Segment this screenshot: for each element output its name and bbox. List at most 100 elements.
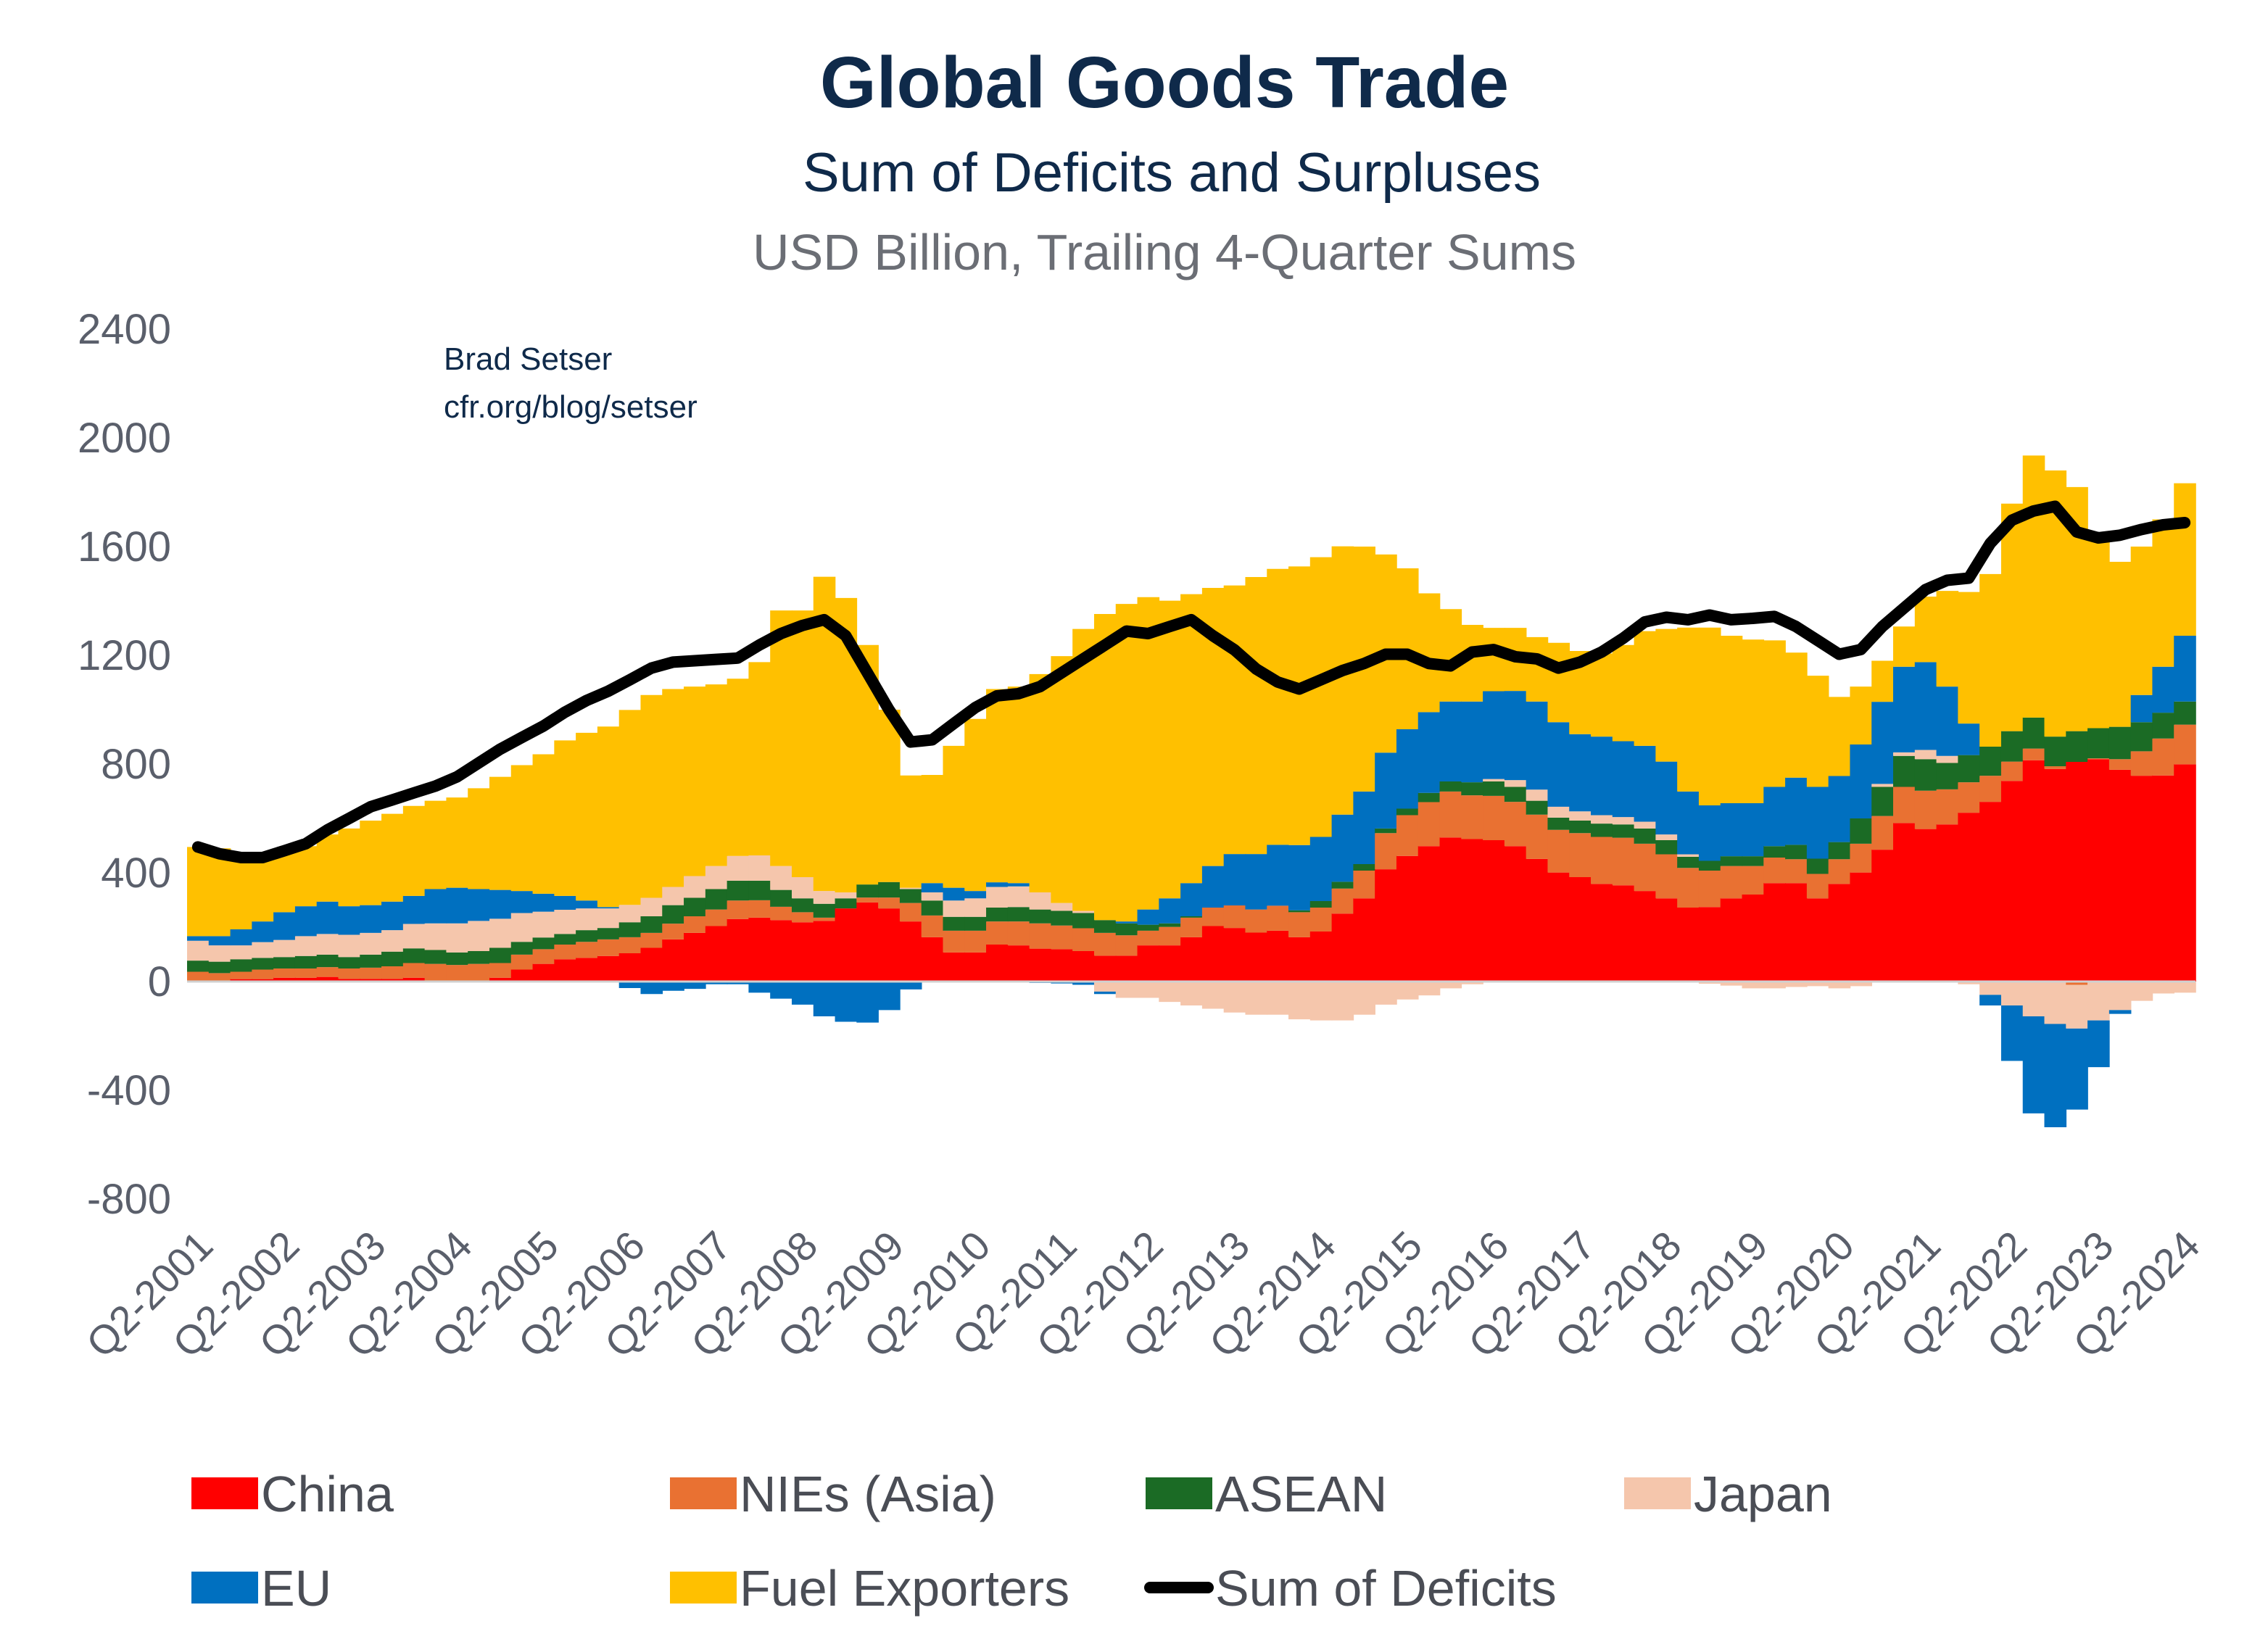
y-tick-label: 2000 [78, 415, 171, 462]
bar-nies-asia [1914, 790, 1937, 829]
bar-nies-asia [468, 963, 490, 981]
bar-asean [1439, 781, 1462, 792]
bar-eu [986, 882, 1009, 887]
bar-nies-asia [1201, 908, 1225, 926]
bar-asean [1634, 828, 1657, 844]
bar-eu [316, 901, 339, 934]
bar-japan [1914, 750, 1937, 760]
bar-eu [1612, 741, 1635, 818]
bar-eu [1072, 982, 1095, 985]
bar-china [835, 908, 858, 982]
bar-japan [1634, 821, 1657, 829]
bar-eu [273, 912, 296, 940]
bar-japan [597, 908, 620, 929]
bar-japan [489, 918, 512, 948]
bar-nies-asia [1979, 776, 2002, 802]
bar-china [360, 979, 382, 982]
bar-asean [1051, 910, 1073, 926]
bar-eu [943, 887, 966, 901]
bar-china [1201, 926, 1225, 982]
bar-china [943, 952, 966, 982]
bar-china [705, 926, 728, 982]
bar-japan [424, 923, 447, 950]
bar-eu [1806, 787, 1829, 859]
bar-japan [1785, 982, 1808, 987]
bar-asean [640, 916, 663, 933]
bar-fuel-exporters [1007, 686, 1030, 884]
bar-china [1396, 855, 1419, 982]
bar-nies-asia [748, 900, 771, 918]
legend-label-japan: Japan [1694, 1466, 1832, 1522]
bar-asean [510, 942, 534, 955]
bar-asean [576, 930, 598, 942]
y-tick-label: 0 [148, 958, 171, 1005]
bar-japan [360, 932, 382, 955]
bar-nies-asia [273, 968, 296, 978]
bar-eu [1353, 791, 1375, 865]
bar-nies-asia [576, 942, 598, 958]
bar-asean [1072, 913, 1095, 929]
legend-swatch-china [191, 1477, 258, 1509]
bar-asean [1742, 856, 1765, 866]
bar-japan [273, 939, 296, 958]
bar-nies-asia [1245, 909, 1268, 933]
bar-japan [187, 940, 210, 961]
bar-china [402, 977, 426, 982]
bar-japan [554, 910, 576, 934]
bar-japan [1612, 817, 1635, 825]
bar-eu [1461, 701, 1483, 783]
bar-asean [2130, 722, 2153, 752]
bar-fuel-exporters [727, 679, 750, 856]
bar-japan [1526, 789, 1549, 801]
bar-china [1461, 839, 1483, 982]
bar-eu [1504, 691, 1527, 781]
bar-asean [964, 916, 987, 931]
bar-eu [835, 982, 858, 1022]
bar-fuel-exporters [878, 710, 901, 882]
bar-fuel-exporters [1655, 628, 1678, 762]
bar-nies-asia [1806, 874, 1829, 899]
bar-asean [2174, 701, 2196, 725]
bar-eu [1655, 761, 1678, 835]
bar-china [899, 921, 922, 982]
bar-fuel-exporters [338, 828, 361, 907]
bar-fuel-exporters [943, 745, 966, 888]
bar-asean [1785, 845, 1808, 860]
bar-eu [1871, 702, 1894, 784]
bar-fuel-exporters [360, 821, 382, 905]
bar-eu [294, 906, 318, 937]
bar-fuel-exporters [748, 662, 771, 856]
bar-fuel-exporters [1612, 644, 1635, 742]
bar-fuel-exporters [424, 800, 447, 889]
bar-asean [813, 903, 836, 918]
bar-nies-asia [964, 930, 987, 953]
bar-japan [2108, 982, 2132, 1011]
bar-japan [1742, 982, 1765, 989]
bar-eu [770, 982, 792, 999]
bar-eu [424, 889, 447, 924]
bar-china [640, 947, 663, 982]
bar-china [2044, 768, 2067, 982]
bar-nies-asia [1353, 871, 1375, 899]
bar-china [576, 958, 598, 982]
bar-japan [1396, 982, 1419, 1000]
bar-nies-asia [1850, 843, 1873, 873]
bar-eu [640, 982, 663, 995]
bar-china [2108, 769, 2132, 982]
bar-china [338, 979, 361, 982]
bar-japan [208, 945, 231, 962]
bar-nies-asia [1742, 866, 1765, 895]
bar-nies-asia [640, 932, 663, 948]
bar-asean [1655, 840, 1678, 855]
sum-of-deficits-series [191, 500, 2191, 863]
bar-japan [446, 923, 468, 953]
legend-label-eu: EU [261, 1560, 331, 1617]
bar-china [1180, 937, 1203, 982]
bar-fuel-exporters [770, 610, 792, 866]
bar-china [1353, 898, 1375, 982]
bar-asean [1850, 818, 1873, 844]
author-note: Brad Setser [444, 341, 612, 377]
bar-japan [1072, 910, 1095, 913]
bar-china [1375, 869, 1397, 982]
bar-nies-asia [1267, 905, 1289, 931]
